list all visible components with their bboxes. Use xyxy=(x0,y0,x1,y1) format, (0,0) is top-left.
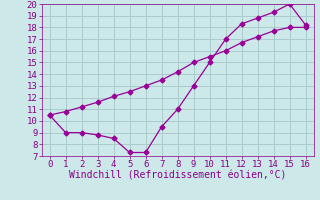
X-axis label: Windchill (Refroidissement éolien,°C): Windchill (Refroidissement éolien,°C) xyxy=(69,171,286,181)
